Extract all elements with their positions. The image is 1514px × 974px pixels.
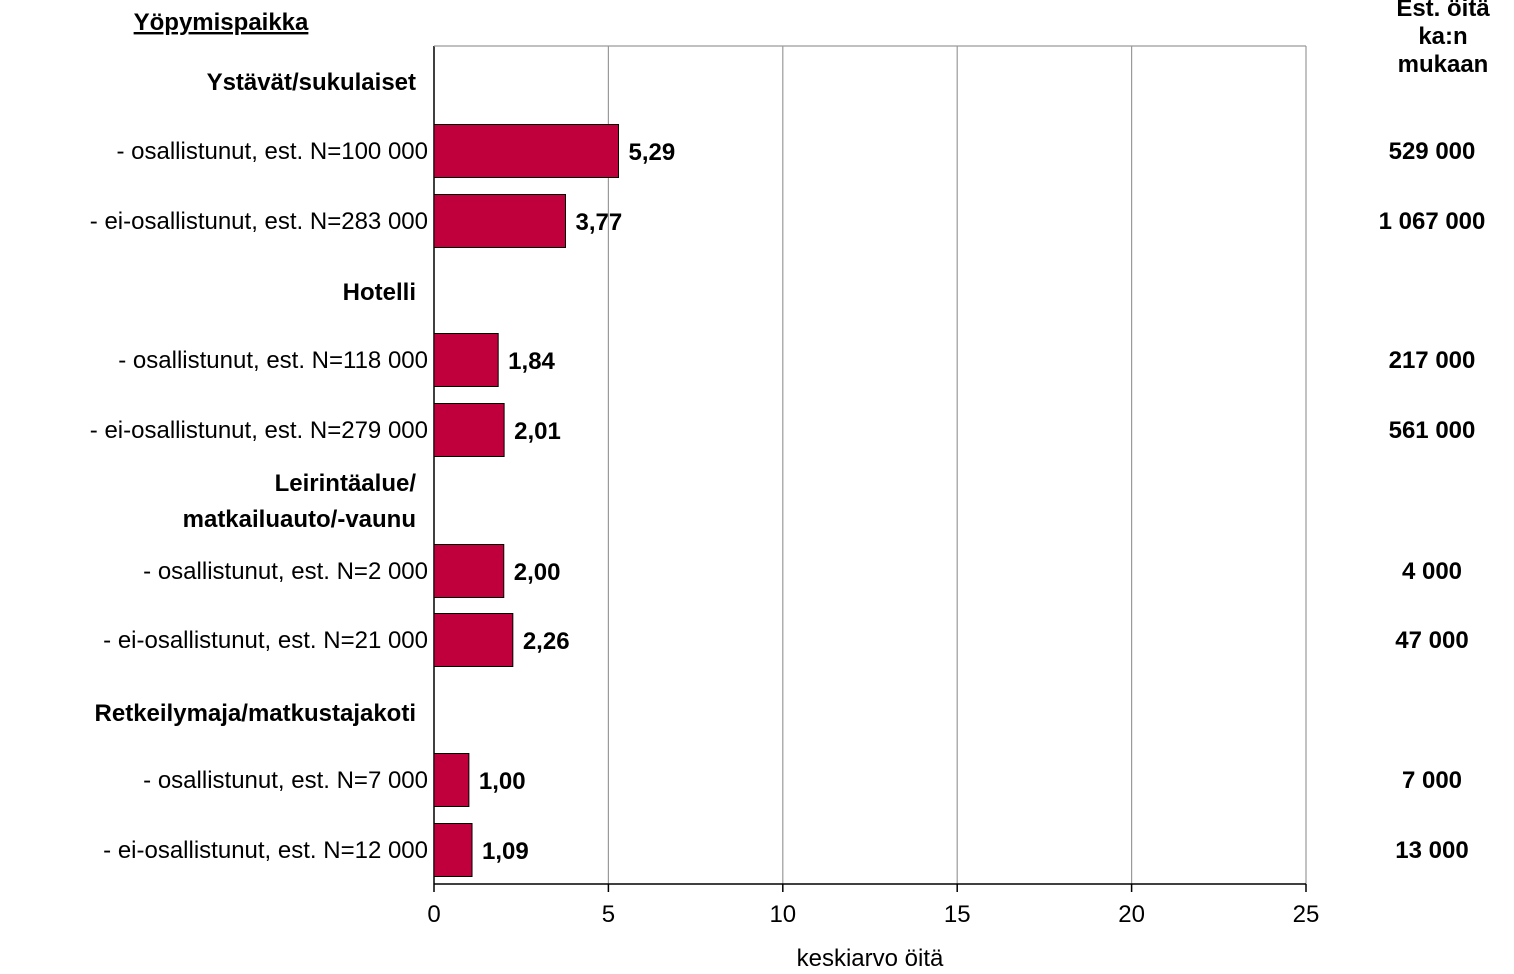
data-label: 1,00	[479, 768, 526, 795]
bar	[433, 823, 473, 877]
right-value: 561 000	[1389, 417, 1476, 444]
data-label: 1,84	[508, 348, 555, 375]
x-tick-label: 15	[944, 901, 971, 928]
right-header-line: mukaan	[1398, 51, 1489, 78]
group-label: Hotelli	[343, 279, 416, 306]
data-label: 1,09	[482, 838, 529, 865]
right-value: 529 000	[1389, 138, 1476, 165]
x-axis-title: keskiarvo öitä	[797, 945, 944, 972]
category-label: - ei-osallistunut, est. N=12 000	[103, 837, 428, 864]
right-header-line: ka:n	[1418, 23, 1467, 50]
right-value: 4 000	[1402, 558, 1462, 585]
category-label: - ei-osallistunut, est. N=21 000	[103, 627, 428, 654]
data-label: 2,00	[514, 559, 561, 586]
x-tick-label: 10	[769, 901, 796, 928]
bar	[433, 613, 514, 667]
category-label: - ei-osallistunut, est. N=283 000	[90, 208, 428, 235]
category-label: - osallistunut, est. N=2 000	[143, 558, 428, 585]
x-tick-label: 20	[1118, 901, 1145, 928]
group-label: matkailuauto/-vaunu	[183, 506, 416, 533]
x-tick-label: 5	[602, 901, 615, 928]
group-label: Ystävät/sukulaiset	[207, 69, 416, 96]
x-tick-label: 0	[427, 901, 440, 928]
data-label: 2,26	[523, 628, 570, 655]
bar	[433, 333, 499, 387]
group-label: Leirintäalue/	[275, 470, 417, 497]
right-value: 1 067 000	[1379, 208, 1486, 235]
left-header: Yöpymispaikka	[134, 9, 309, 36]
data-label: 3,77	[575, 209, 622, 236]
bar	[433, 544, 505, 598]
bar	[433, 403, 505, 457]
bar	[433, 194, 566, 248]
category-label: - osallistunut, est. N=100 000	[116, 138, 428, 165]
category-label: - osallistunut, est. N=7 000	[143, 767, 428, 794]
bar	[433, 753, 470, 807]
x-tick-label: 25	[1293, 901, 1320, 928]
plot-area	[434, 46, 1306, 884]
data-label: 2,01	[514, 418, 561, 445]
right-value: 47 000	[1395, 627, 1468, 654]
group-label: Retkeilymaja/matkustajakoti	[95, 700, 416, 727]
category-label: - osallistunut, est. N=118 000	[118, 347, 428, 374]
bar	[433, 124, 620, 178]
right-value: 217 000	[1389, 347, 1476, 374]
data-label: 5,29	[629, 139, 676, 166]
right-header-line: Est. öitä	[1396, 0, 1490, 22]
category-label: - ei-osallistunut, est. N=279 000	[90, 417, 428, 444]
right-value: 7 000	[1402, 767, 1462, 794]
right-value: 13 000	[1395, 837, 1468, 864]
